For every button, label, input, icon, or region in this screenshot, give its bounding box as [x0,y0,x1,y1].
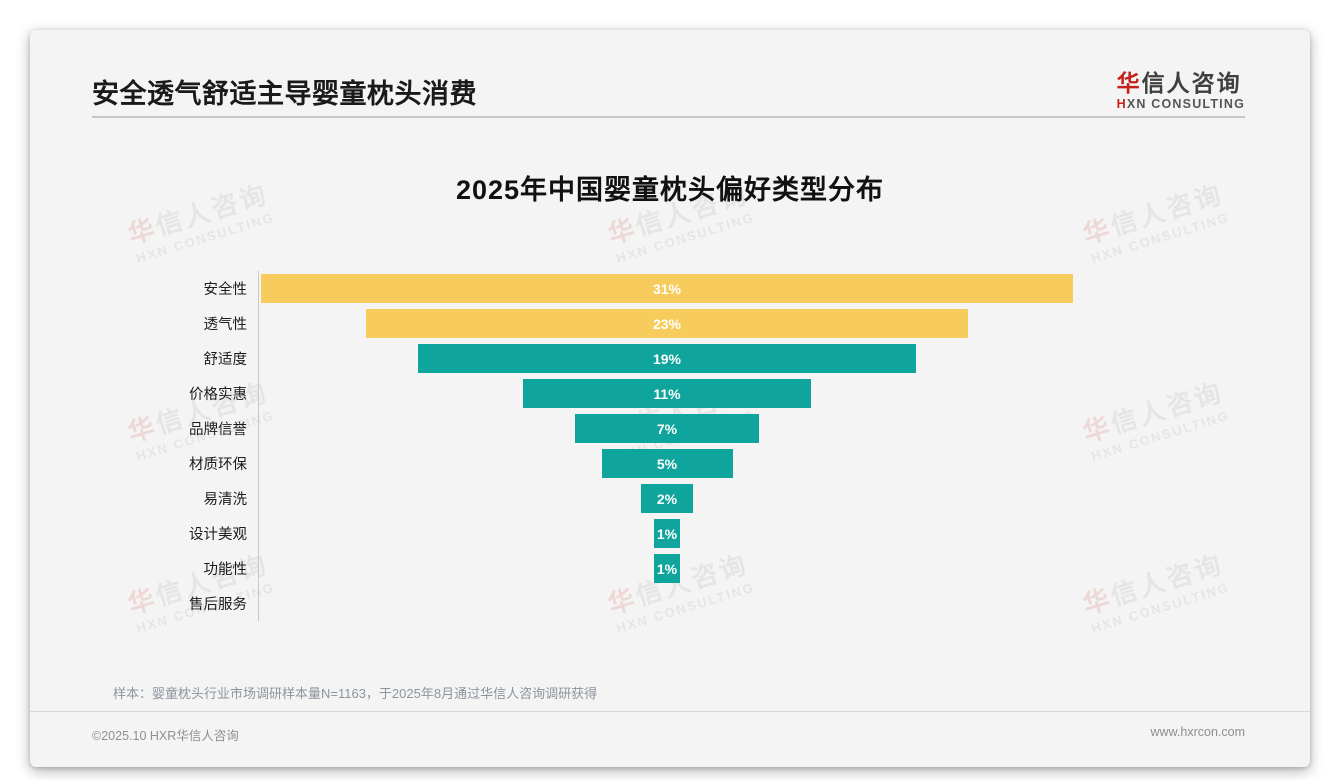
category-label: 舒适度 [203,352,248,368]
chart-row: 易清洗 2% [30,481,1310,516]
bar-track: 31% [258,271,1310,306]
brand-logo-zh: 华信人咨询 [1117,70,1245,96]
brand-logo-zh-accent: 华 [1116,70,1142,97]
category-label: 材质环保 [189,457,247,473]
category-label: 透气性 [203,317,248,333]
bar-track: 1% [258,516,1310,551]
bar-track: 11% [258,376,1310,411]
bar-value-label: 2% [656,490,678,507]
category-label: 品牌信誉 [189,422,247,438]
category-label: 易清洗 [203,492,248,508]
footer-copyright: ©2025.10 HXR华信人咨询 [92,729,239,743]
brand-logo-zh-rest: 信人咨询 [1141,70,1242,97]
funnel-bar: 1% [653,554,681,583]
category-label: 售后服务 [189,597,247,613]
footer-website: www.hxrcon.com [1150,725,1245,739]
funnel-bar: 1% [653,519,681,548]
category-label: 安全性 [203,282,248,298]
chart-row: 价格实惠 11% [30,376,1310,411]
bar-track: 1% [258,551,1310,586]
funnel-bar: 11% [522,379,812,408]
bar-value-label: 7% [656,420,678,437]
chart-row: 安全性 31% [30,271,1310,306]
brand-logo-en-rest: XN CONSULTING [1126,96,1245,111]
category-label: 价格实惠 [189,387,247,403]
funnel-bar: 19% [418,344,916,373]
bar-value-label: 1% [656,525,678,542]
report-card: 华信人咨询 HXN CONSULTING 华信人咨询 HXN CONSULTING 华信… [30,30,1310,767]
bar-track: 23% [258,306,1310,341]
bar-value-label: 11% [653,385,681,402]
brand-logo: 华信人咨询 HXN CONSULTING [1117,70,1245,111]
funnel-bar: 2% [640,484,694,513]
report-footer: ©2025.10 HXR华信人咨询 www.hxrcon.com [30,711,1310,767]
funnel-bar: 23% [365,309,969,338]
funnel-chart: 安全性 31% 透气性 23% 舒适度 19% 价格实惠 11% 品牌信誉 7% 材质环保 5% 易清洗… [30,271,1310,621]
bar-track: 19% [258,341,1310,376]
chart-row: 功能性 1% [30,551,1310,586]
chart-row: 舒适度 19% [30,341,1310,376]
bar-track [258,586,1310,621]
funnel-bar: 31% [260,274,1074,303]
chart-row: 品牌信誉 7% [30,411,1310,446]
bar-value-label: 31% [652,280,681,297]
chart-title: 2025年中国婴童枕头偏好类型分布 [455,175,885,205]
chart-row: 透气性 23% [30,306,1310,341]
brand-logo-en-accent: H [1116,96,1127,111]
funnel-bar: 7% [575,414,759,443]
chart-row: 售后服务 [30,586,1310,621]
chart-row: 设计美观 1% [30,516,1310,551]
category-label: 设计美观 [189,527,247,543]
bar-value-label: 5% [656,455,678,472]
brand-logo-en: HXN CONSULTING [1117,97,1245,111]
chart-row: 材质环保 5% [30,446,1310,481]
bar-track: 2% [258,481,1310,516]
page-title: 安全透气舒适主导婴童枕头消费 [92,79,477,109]
report-header: 安全透气舒适主导婴童枕头消费 华信人咨询 HXN CONSULTING [92,30,1245,118]
funnel-bar: 5% [601,449,733,478]
bar-value-label: 19% [652,350,681,367]
bar-track: 7% [258,411,1310,446]
bar-value-label: 1% [656,560,678,577]
bar-value-label: 23% [652,315,681,332]
category-label: 功能性 [203,562,248,578]
sample-footnote: 样本：婴童枕头行业市场调研样本量N=1163，于2025年8月通过华信人咨询调研… [113,686,598,701]
bar-track: 5% [258,446,1310,481]
